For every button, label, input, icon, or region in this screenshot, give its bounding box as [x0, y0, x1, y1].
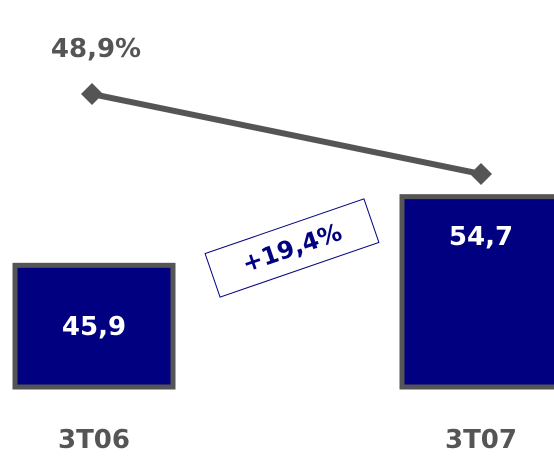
bar-value-label: 54,7	[449, 222, 513, 252]
line-point-3T07	[470, 163, 492, 185]
growth-annotation: +19,4%	[204, 198, 380, 298]
bar-3T07	[399, 194, 554, 390]
x-tick-label: 3T06	[58, 425, 130, 455]
bar-value-label: 45,9	[62, 312, 126, 342]
line-series-path	[91, 91, 482, 177]
bars-layer: 45,9 54,7	[12, 194, 554, 390]
line-value-label: 48,9%	[51, 34, 141, 64]
annotation-box	[204, 198, 380, 298]
line-value-label: 40,9%	[433, 117, 523, 147]
line-layer: 48,9% 40,9%	[51, 34, 523, 185]
x-tick-label: 3T07	[445, 425, 517, 455]
line-point-3T06	[81, 83, 103, 105]
x-axis-labels: 3T06 3T07	[58, 425, 517, 455]
bar-3T06	[12, 262, 176, 390]
